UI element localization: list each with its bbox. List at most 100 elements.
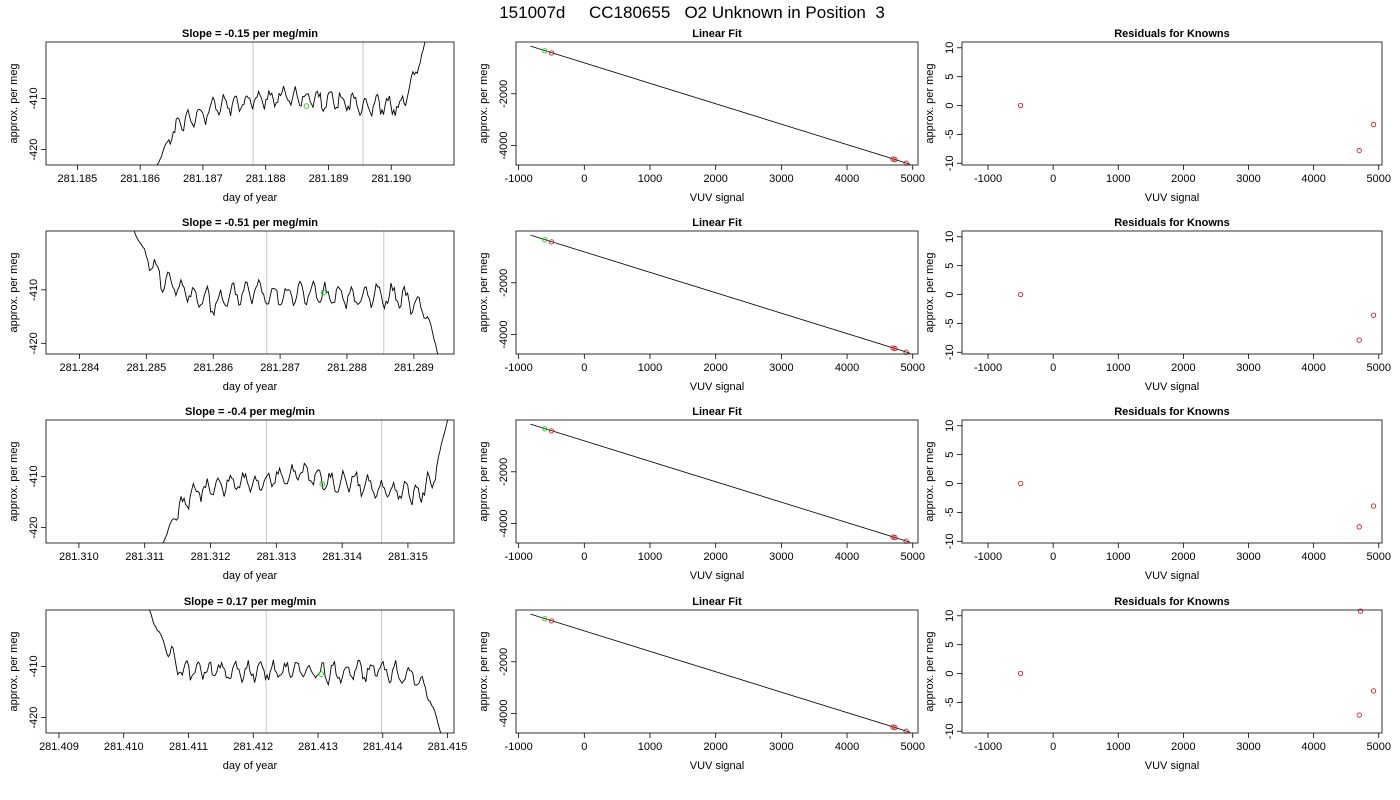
highlight-point bbox=[318, 671, 325, 677]
y-tick-label: 5 bbox=[944, 74, 956, 80]
panel-r2-c3: Residuals for Knowns -1000 0 1000 2000 3000 40… bbox=[924, 217, 1391, 393]
y-axis-label: approx. per meg bbox=[924, 441, 936, 521]
y-tick-label: -410 bbox=[28, 655, 40, 677]
y-tick-label: -410 bbox=[28, 465, 40, 487]
series-line bbox=[156, 42, 426, 165]
panel-r1-c1: Slope = -0.15 per meg/min 281.185 281.186 2… bbox=[8, 28, 455, 204]
x-tick-label: -1000 bbox=[974, 741, 1002, 753]
panel-r1-c3: Residuals for Knowns -1000 0 1000 2000 3000 40… bbox=[924, 28, 1391, 204]
panel-title: Residuals for Knowns bbox=[1114, 28, 1230, 40]
plot-area bbox=[161, 420, 449, 543]
y-tick-label: 10 bbox=[944, 42, 956, 54]
y-tick-label: -5 bbox=[944, 698, 956, 708]
x-tick-label: 0 bbox=[1050, 741, 1056, 753]
panel-title: Linear Fit bbox=[692, 406, 742, 418]
x-tick-label: 281.310 bbox=[59, 551, 99, 563]
x-tick-label: 281.311 bbox=[125, 551, 164, 563]
y-tick-label: 0 bbox=[944, 670, 956, 676]
x-tick-label: 281.313 bbox=[256, 551, 296, 563]
x-tick-label: 2000 bbox=[1171, 551, 1195, 563]
y-axis-label: approx. per meg bbox=[478, 631, 490, 711]
y-tick-label: -4000 bbox=[498, 510, 510, 538]
x-tick-label: -1000 bbox=[974, 362, 1002, 374]
y-tick-label: 10 bbox=[944, 420, 956, 432]
y-tick-label: 10 bbox=[944, 610, 956, 622]
plot-area bbox=[530, 613, 911, 733]
panel-title: Slope = 0.17 per meg/min bbox=[184, 596, 317, 608]
x-tick-label: 3000 bbox=[769, 173, 793, 185]
x-tick-label: 5000 bbox=[901, 362, 925, 374]
known-point bbox=[548, 239, 555, 245]
x-tick-label: 4000 bbox=[835, 741, 859, 753]
y-tick-label: -10 bbox=[944, 533, 956, 549]
x-axis-label: VUV signal bbox=[690, 760, 744, 772]
known-point bbox=[1370, 121, 1377, 128]
y-tick-label: -4000 bbox=[498, 132, 510, 160]
plot-frame bbox=[515, 230, 919, 355]
panel-r1-c2: Linear Fit -1000 0 1000 2000 3000 4000 5000 -400… bbox=[478, 28, 925, 204]
series-line bbox=[161, 420, 449, 543]
x-axis-label: VUV signal bbox=[1145, 381, 1199, 393]
plot-frame bbox=[961, 419, 1383, 544]
x-tick-label: 3000 bbox=[1236, 741, 1260, 753]
y-tick-label: 0 bbox=[944, 291, 956, 297]
x-tick-label: 1000 bbox=[638, 362, 662, 374]
panel-r3-c2: Linear Fit -1000 0 1000 2000 3000 4000 5000 -400… bbox=[478, 406, 925, 582]
y-tick-label: -10 bbox=[944, 723, 956, 739]
plot-area bbox=[156, 42, 426, 165]
page-title: 151007d CC180655 O2 Unknown in Position … bbox=[499, 3, 885, 22]
y-tick-label: 5 bbox=[944, 642, 956, 648]
highlight-point bbox=[303, 103, 310, 109]
y-tick-label: -5 bbox=[944, 130, 956, 140]
panel-r4-c1: Slope = 0.17 per meg/min 281.409 281.410 28… bbox=[8, 596, 467, 772]
x-tick-label: 2000 bbox=[703, 551, 727, 563]
x-tick-label: 5000 bbox=[901, 551, 925, 563]
x-tick-label: 5000 bbox=[1367, 551, 1391, 563]
x-tick-label: -1000 bbox=[505, 173, 533, 185]
x-tick-label: 281.284 bbox=[60, 362, 100, 374]
x-tick-label: 281.185 bbox=[58, 173, 98, 185]
y-tick-label: -10 bbox=[944, 155, 956, 171]
panel-title: Linear Fit bbox=[692, 217, 742, 229]
y-axis-label: approx. per meg bbox=[924, 631, 936, 711]
x-tick-label: 5000 bbox=[901, 173, 925, 185]
x-tick-label: 3000 bbox=[769, 551, 793, 563]
x-tick-label: 1000 bbox=[1106, 741, 1130, 753]
x-tick-label: 4000 bbox=[1301, 741, 1325, 753]
x-tick-label: 281.409 bbox=[39, 741, 79, 753]
plot-area bbox=[530, 45, 911, 165]
x-tick-label: 2000 bbox=[1171, 741, 1195, 753]
x-tick-label: -1000 bbox=[974, 173, 1002, 185]
plot-frame bbox=[961, 41, 1383, 166]
known-point bbox=[548, 428, 555, 434]
x-tick-label: 1000 bbox=[1106, 173, 1130, 185]
y-tick-label: -410 bbox=[28, 279, 40, 301]
known-point bbox=[1357, 608, 1364, 614]
series-line bbox=[133, 231, 439, 354]
x-tick-label: 2000 bbox=[703, 362, 727, 374]
x-tick-label: 1000 bbox=[1106, 551, 1130, 563]
fit-line bbox=[530, 45, 911, 165]
known-point bbox=[1356, 147, 1362, 154]
plot-frame bbox=[515, 609, 919, 734]
y-tick-label: -420 bbox=[28, 139, 40, 161]
plot-area bbox=[530, 423, 911, 543]
x-tick-label: 1000 bbox=[1106, 362, 1130, 374]
highlight-point bbox=[319, 481, 326, 487]
x-tick-label: 281.412 bbox=[233, 741, 273, 753]
known-point bbox=[1017, 480, 1024, 487]
known-point bbox=[548, 618, 555, 624]
known-point bbox=[548, 50, 555, 56]
panel-r2-c2: Linear Fit -1000 0 1000 2000 3000 4000 5000 -400… bbox=[478, 217, 925, 393]
x-tick-label: 281.312 bbox=[191, 551, 231, 563]
highlight-point bbox=[542, 48, 548, 54]
plot-frame bbox=[45, 419, 455, 544]
panel-r3-c3: Residuals for Knowns -1000 0 1000 2000 3000 40… bbox=[924, 406, 1391, 582]
x-tick-label: 0 bbox=[581, 173, 587, 185]
x-tick-label: 0 bbox=[1050, 173, 1056, 185]
x-tick-label: 281.314 bbox=[322, 551, 362, 563]
y-axis-label: approx. per meg bbox=[478, 63, 490, 143]
known-point bbox=[1370, 503, 1377, 509]
y-axis-label: approx. per meg bbox=[924, 63, 936, 143]
